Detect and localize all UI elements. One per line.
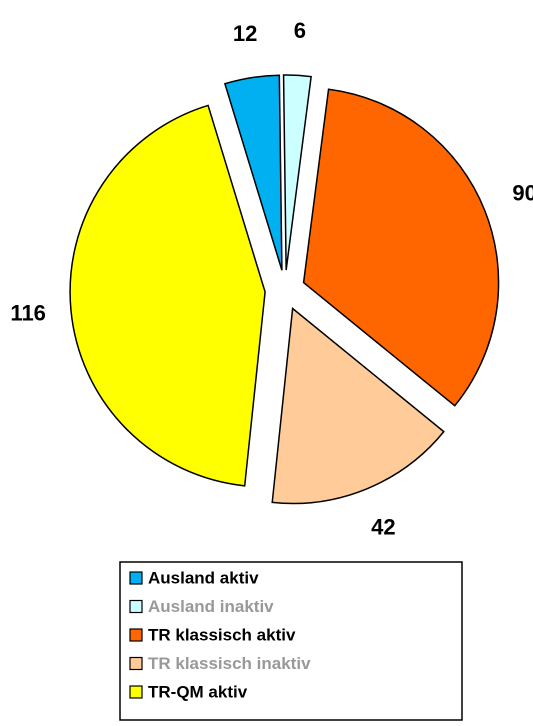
data-label: 116 (10, 301, 46, 326)
data-label: 12 (233, 21, 257, 46)
legend-label: Ausland aktiv (148, 568, 259, 587)
legend-swatch (129, 685, 143, 699)
legend-box (119, 561, 463, 721)
legend-swatch (129, 656, 143, 671)
data-label: 90 (512, 180, 533, 205)
pie-slice (271, 307, 445, 505)
legend-swatch (129, 571, 143, 585)
pie-slice (69, 104, 266, 487)
legend-label: TR-QM aktiv (148, 682, 248, 701)
data-label: 6 (294, 18, 306, 43)
legend-swatch (129, 628, 143, 642)
legend-swatch (129, 599, 143, 614)
legend-label: TR klassisch aktiv (148, 625, 296, 644)
legend-label: TR klassisch inaktiv (148, 654, 311, 673)
pie-slice (302, 88, 500, 407)
legend-label: Ausland inaktiv (148, 597, 274, 616)
data-label: 42 (371, 514, 395, 539)
pie-slice (223, 74, 283, 271)
pie-slice (282, 74, 312, 271)
